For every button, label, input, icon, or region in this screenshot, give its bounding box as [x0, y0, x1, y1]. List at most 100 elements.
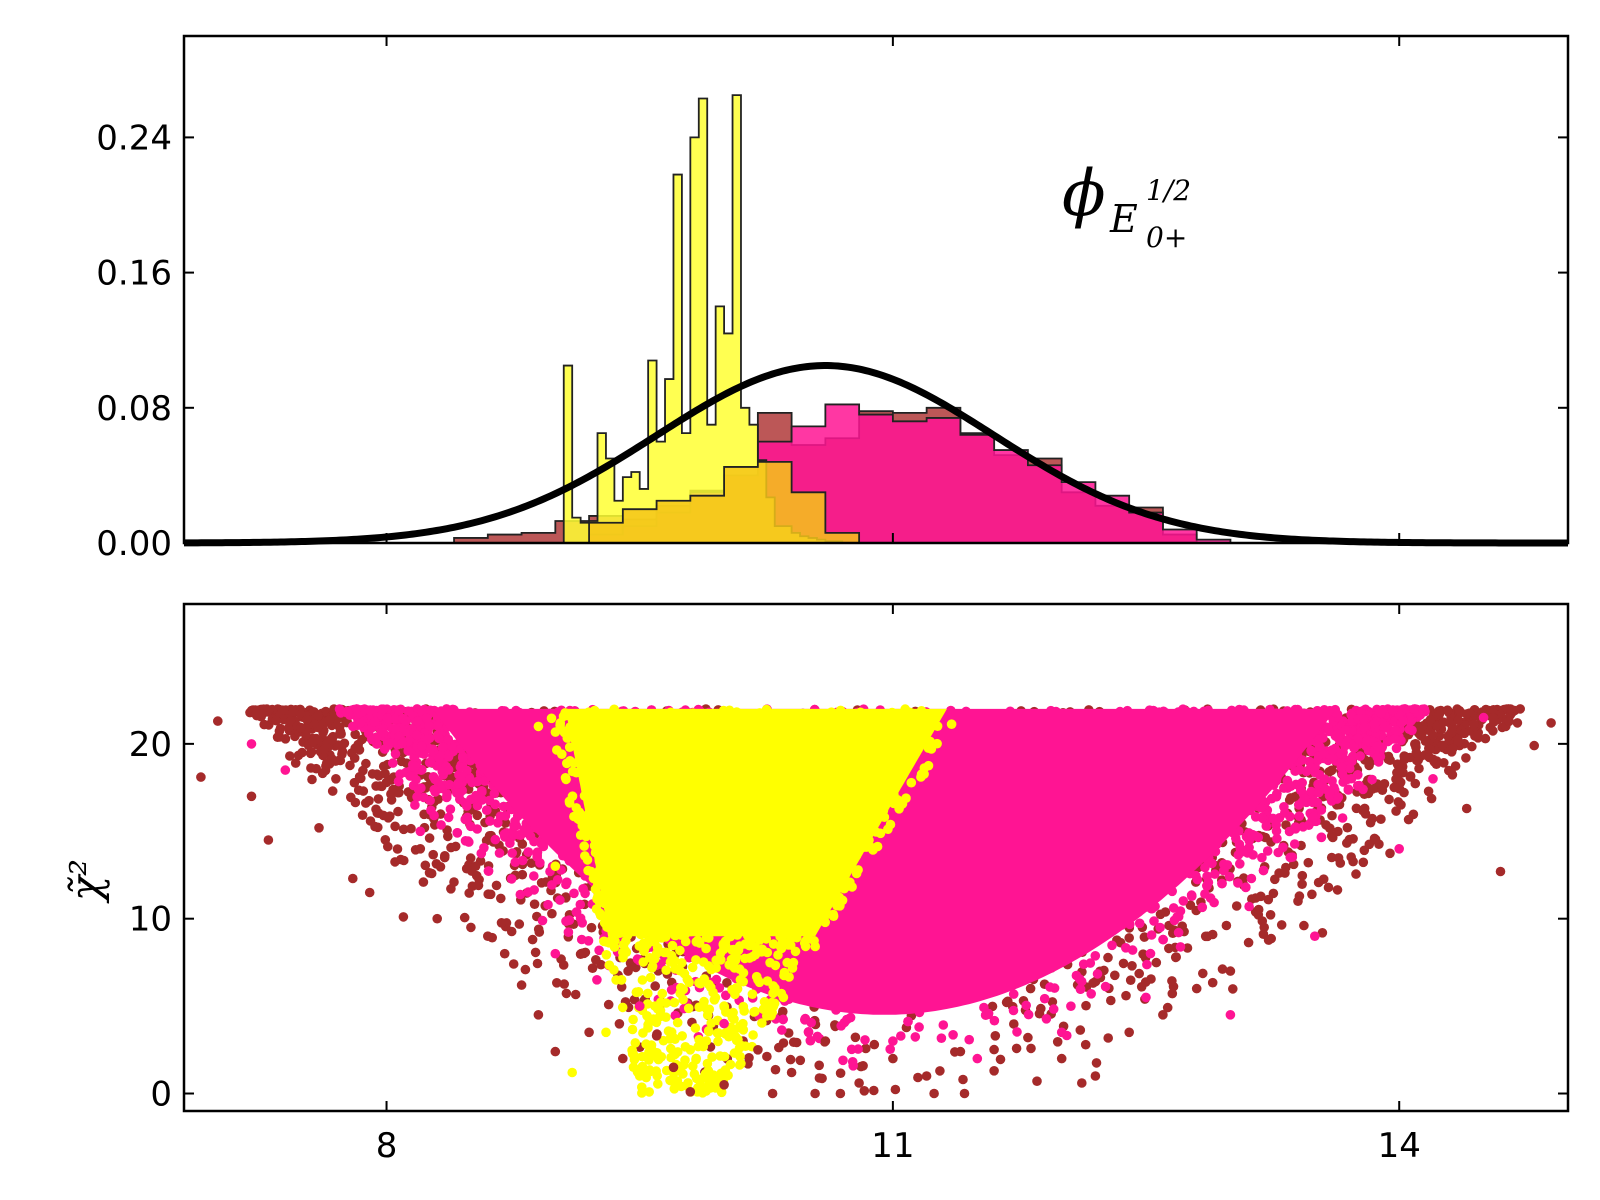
scatter-point-pink [453, 778, 464, 789]
top-ytick-label: 0.08 [96, 389, 172, 429]
scatter-point-pink [1307, 797, 1318, 808]
scatter-point-pink [543, 899, 553, 910]
scatter-point-pink [1200, 889, 1210, 899]
scatter-point-pink [580, 888, 590, 899]
scatter-point-pink [388, 758, 398, 768]
scatter-point-brown_point [335, 727, 346, 737]
scatter-point-brown_point [517, 839, 528, 849]
scatter-point-brown_point [552, 978, 562, 988]
scatter-point-brown_point [603, 999, 614, 1010]
scatter-point-pink [1391, 743, 1402, 754]
scatter-point-pink [666, 985, 677, 995]
scatter-point-brown_point [520, 964, 531, 975]
scatter-point-brown_point [1151, 957, 1162, 968]
scatter-point-pink [1039, 993, 1050, 1004]
scatter-point-brown_point [570, 989, 581, 1000]
scatter-point-brown_point [1036, 1003, 1046, 1014]
scatter-point-brown_point [1447, 723, 1458, 733]
scatter-point-brown_point [529, 899, 540, 909]
scatter-point-pink [1134, 918, 1145, 929]
scatter-point-brown_point [398, 824, 409, 835]
scatter-point-brown_point [1328, 832, 1338, 843]
scatter-point-brown_point [373, 794, 384, 804]
scatter-point-brown_point [1480, 733, 1491, 744]
scatter-point-brown_point [280, 734, 291, 744]
scatter-point-brown_point [958, 1074, 968, 1085]
scatter-point-pink [1100, 981, 1111, 992]
scatter-point-brown_point [390, 821, 400, 832]
scatter-point-pink [390, 749, 401, 759]
scatter-point-brown_point [302, 714, 312, 725]
scatter-point-pink [1233, 878, 1243, 888]
scatter-point-brown_point [1231, 901, 1242, 911]
annotation-subscript: E [1109, 197, 1138, 241]
scatter-point-brown_point [1160, 907, 1171, 917]
scatter-point-pink [485, 816, 495, 826]
scatter-point-brown_point [1459, 728, 1470, 739]
scatter-point-brown_point [1077, 1078, 1087, 1088]
scatter-point-brown_point [485, 889, 496, 900]
annotation-symbol: ϕ [1062, 157, 1106, 231]
scatter-point-brown_point [586, 922, 597, 933]
scatter-point-brown_point [345, 760, 355, 771]
scatter-point-brown_point [1505, 704, 1516, 714]
scatter-point-brown_point [1385, 848, 1395, 859]
scatter-point-brown_point [1367, 784, 1378, 794]
scatter-point-brown_point [1274, 868, 1284, 878]
scatter-point-brown_point [1260, 832, 1271, 843]
scatter-point-brown_point [439, 852, 450, 863]
scatter-point-brown_point [465, 853, 476, 863]
scatter-point-brown_point [1442, 706, 1453, 716]
scatter-point-brown_point [1405, 772, 1416, 782]
scatter-point-pink [777, 1025, 787, 1035]
scatter-point-pink [1048, 1004, 1059, 1014]
scatter-point-brown_point [785, 1054, 796, 1065]
scatter-point-pink [847, 1057, 858, 1067]
scatter-point-brown_point [533, 924, 544, 935]
scatter-point-brown_point [1469, 719, 1479, 729]
scatter-point-pink [1090, 951, 1101, 961]
scatter-point-brown_point [1221, 920, 1232, 931]
scatter-point-brown_point [370, 821, 380, 832]
scatter-point-brown_point [1411, 747, 1422, 758]
scatter-point-pink [1197, 902, 1208, 913]
scatter-point-brown_point [1281, 862, 1291, 873]
scatter-point-brown_point [271, 715, 282, 726]
scatter-point-pink [529, 885, 539, 895]
scatter-point-pink [1327, 776, 1337, 786]
scatter-point-brown_point [312, 711, 323, 721]
scatter-point-pink [989, 1015, 1000, 1026]
scatter-point-brown_point [1358, 857, 1369, 868]
scatter-point-pink [1155, 922, 1165, 933]
scatter-point-brown_point [393, 806, 403, 817]
top-ytick-label: 0.16 [96, 254, 172, 294]
scatter-point-pink [510, 857, 521, 867]
top-panel: 0.000.080.160.24 ϕ E 1/2 0+ [96, 34, 1570, 564]
scatter-point-brown_point [383, 813, 394, 823]
scatter-point-pink [532, 847, 543, 857]
scatter-point-brown_point [1263, 894, 1274, 905]
scatter-point-pink [838, 1055, 848, 1066]
scatter-point-pink [1224, 871, 1235, 882]
annotation-sub-subscript: 0+ [1146, 221, 1187, 254]
scatter-point-brown_point [1391, 806, 1401, 816]
scatter-point-pink [429, 810, 439, 821]
scatter-point-brown_point [1447, 770, 1458, 780]
scatter-point-brown_point [327, 735, 337, 745]
scatter-point-brown_point [1297, 870, 1308, 881]
scatter-point-brown_point [288, 707, 298, 717]
scatter-point-brown_point [1434, 709, 1445, 719]
scatter-point-brown_point [1346, 852, 1356, 862]
scatter-point-pink [1008, 989, 1019, 999]
scatter-point-brown_point [995, 1054, 1006, 1065]
scatter-point-brown_point [835, 1068, 846, 1078]
scatter-point-pink [1175, 942, 1186, 952]
scatter-point-pink [1257, 852, 1267, 863]
scatter-point-brown_point [1228, 984, 1238, 994]
scatter-point-brown_point [1202, 931, 1213, 942]
scatter-point-brown_point [547, 908, 557, 919]
scatter-point-brown_point [357, 810, 368, 820]
scatter-point-pink [1280, 808, 1290, 818]
scatter-point-pink [506, 874, 517, 884]
scatter-point-brown_point [587, 963, 598, 973]
